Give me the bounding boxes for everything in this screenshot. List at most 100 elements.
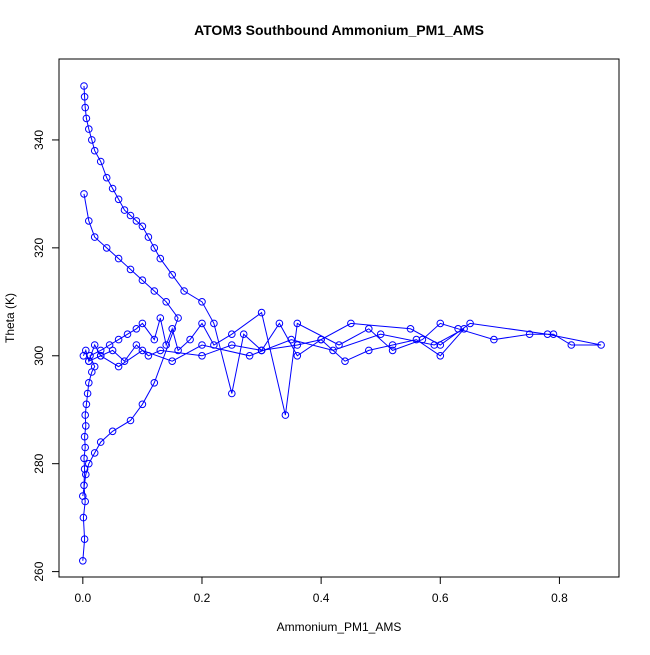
y-tick-label: 320 (32, 238, 46, 258)
data-point (81, 411, 89, 419)
data-point (567, 341, 576, 349)
data-point (525, 330, 534, 339)
data-point (96, 438, 105, 446)
data-point (138, 400, 147, 409)
data-point (80, 190, 88, 198)
data-point (90, 449, 99, 457)
data-point (126, 211, 135, 220)
data-point (293, 352, 302, 360)
data-point (150, 287, 159, 295)
data-point (85, 125, 93, 133)
data-point (80, 535, 89, 544)
chart-title: ATOM3 Southbound Ammonium_PM1_AMS (194, 22, 484, 38)
data-point (132, 341, 141, 349)
data-point (156, 346, 165, 355)
data-point (198, 341, 206, 349)
x-tick-label: 0.0 (74, 591, 91, 605)
data-point (162, 341, 170, 349)
data-point (102, 173, 111, 182)
data-point (174, 314, 182, 322)
data-point (108, 346, 117, 355)
data-point (549, 330, 558, 339)
data-point (257, 346, 266, 355)
data-point (490, 335, 498, 344)
data-point (228, 341, 236, 349)
data-point (150, 244, 159, 252)
data-point (460, 325, 468, 333)
data-point (114, 335, 123, 344)
data-point (79, 557, 87, 565)
data-point (79, 492, 87, 500)
data-point (144, 352, 153, 360)
data-point (90, 341, 99, 349)
x-tick-label: 0.2 (194, 591, 211, 605)
data-point (138, 276, 147, 285)
data-point (102, 244, 111, 252)
data-point (96, 157, 105, 166)
data-point (156, 314, 165, 322)
data-point (543, 330, 552, 339)
data-point (126, 265, 135, 274)
series-line (82, 193, 179, 497)
data-point (80, 93, 89, 101)
data-point (114, 195, 123, 204)
data-point (132, 325, 141, 333)
data-point (210, 319, 218, 328)
y-tick-label: 340 (32, 130, 46, 150)
data-point (108, 427, 117, 436)
series-line (82, 85, 602, 561)
data-point (150, 335, 159, 344)
data-point (114, 362, 123, 371)
data-point (174, 346, 182, 355)
data-point (150, 379, 159, 387)
data-point (120, 357, 129, 366)
data-point (90, 146, 99, 155)
data-point (168, 271, 176, 279)
data-point (126, 416, 135, 425)
data-point (82, 422, 90, 430)
data-point (329, 346, 337, 355)
data-point (82, 400, 91, 409)
data-point (281, 411, 290, 419)
data-point (79, 513, 88, 522)
data-point (275, 319, 284, 328)
data-point (198, 352, 206, 360)
data-point (90, 362, 99, 371)
data-point (287, 335, 296, 344)
data-point (347, 319, 355, 328)
data-point (406, 325, 415, 333)
data-point (239, 330, 248, 339)
data-point (198, 298, 206, 306)
data-point (138, 346, 147, 355)
data-point (436, 319, 445, 328)
data-point (108, 184, 117, 193)
x-tick-label: 0.8 (551, 591, 568, 605)
data-point (186, 335, 194, 344)
data-point (162, 298, 170, 306)
data-point (365, 325, 373, 333)
data-point (82, 114, 91, 123)
y-tick-label: 260 (32, 561, 46, 581)
data-point (96, 352, 105, 360)
data-point (80, 465, 89, 473)
data-point (85, 459, 93, 468)
data-point (132, 217, 141, 225)
x-tick-label: 0.4 (313, 591, 330, 605)
data-point (466, 319, 474, 328)
data-point (156, 254, 165, 263)
data-point (228, 389, 236, 398)
data-point (317, 335, 325, 344)
data-point (168, 325, 176, 333)
data-point (90, 233, 99, 241)
data-point (210, 341, 218, 349)
data-layer (79, 82, 605, 565)
series-line (82, 322, 465, 368)
data-point (180, 287, 188, 295)
data-point (198, 319, 206, 328)
data-point (114, 254, 123, 263)
data-point (388, 346, 397, 355)
data-point (430, 341, 439, 349)
data-point (123, 330, 132, 339)
